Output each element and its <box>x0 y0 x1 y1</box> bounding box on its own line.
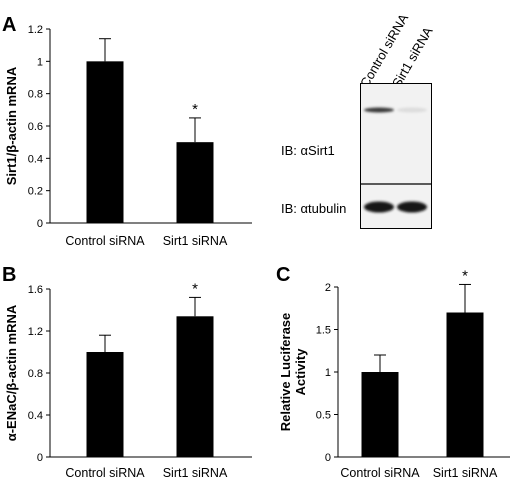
chart-a-category-label: Sirt1 siRNA <box>163 234 228 248</box>
chart-a-y-tick-label: 0.8 <box>28 89 43 101</box>
chart-a-y-tick-label: 0.2 <box>28 186 43 198</box>
panel-letter-a: A <box>2 14 17 36</box>
blot-image <box>360 83 432 229</box>
chart-a-y-axis-label: Sirt1/β-actin mRNA <box>4 66 19 185</box>
blot-band <box>397 107 427 113</box>
chart-a-y-tick-label: 0 <box>37 218 43 230</box>
blot-row-label-tubulin: IB: αtubulin <box>281 201 347 216</box>
chart-a-significance-mark: * <box>192 101 198 118</box>
panel-letter-b: B <box>2 264 17 286</box>
panel-letter-c: C <box>276 264 291 286</box>
chart-a-y-tick-label: 0.4 <box>28 153 43 165</box>
chart-a-y-tick-label: 1.2 <box>28 24 43 36</box>
blot-band <box>364 201 394 213</box>
blot-row-label-sirt1: IB: αSirt1 <box>281 143 335 158</box>
chart-a-y-tick-label: 1 <box>37 56 43 68</box>
chart-a-bar <box>86 61 124 224</box>
blot-band <box>364 107 394 113</box>
chart-a-category-label: Control siRNA <box>65 234 145 248</box>
blot-band <box>397 201 427 213</box>
chart-a-y-tick-label: 0.6 <box>28 121 43 133</box>
chart-a-bar <box>176 142 214 223</box>
